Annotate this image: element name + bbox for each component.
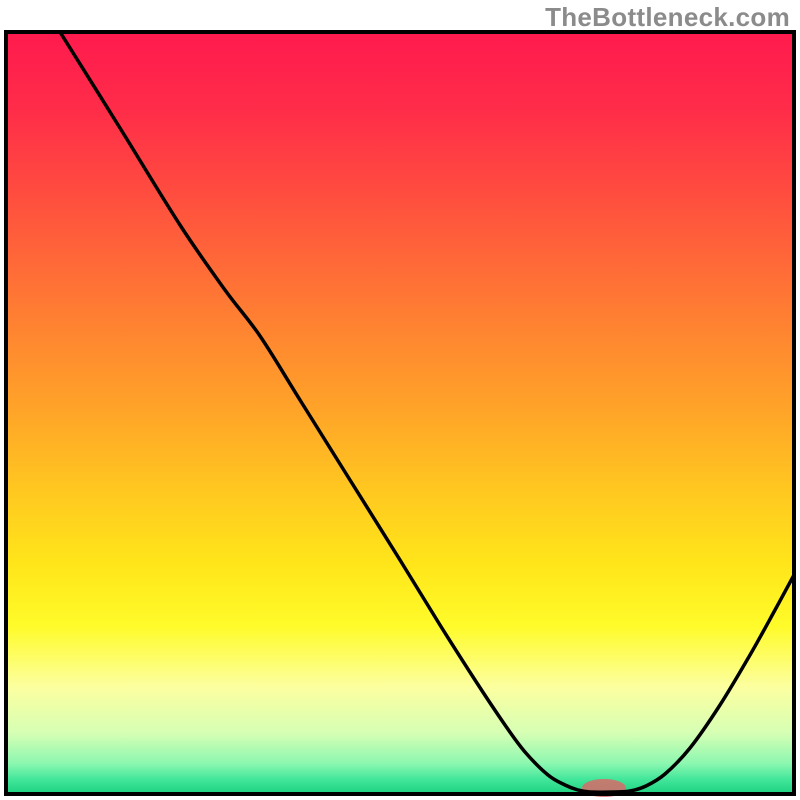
watermark-text: TheBottleneck.com [545,2,790,33]
gradient-background [6,32,794,794]
bottleneck-chart [0,0,800,800]
chart-container: TheBottleneck.com [0,0,800,800]
